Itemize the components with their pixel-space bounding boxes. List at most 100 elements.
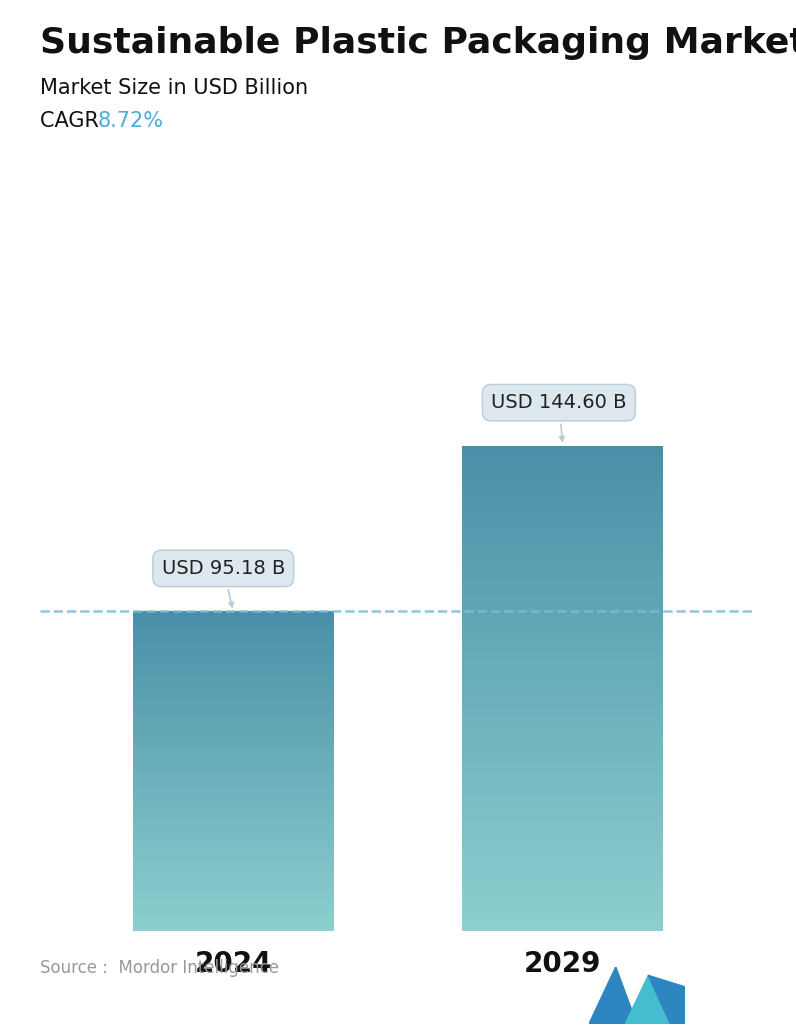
Bar (133, 895, 334, 896)
Bar (133, 765, 334, 767)
Bar (133, 855, 334, 856)
Bar (462, 696, 663, 698)
Bar (133, 913, 334, 915)
Bar (462, 821, 663, 822)
Bar (133, 732, 334, 733)
Bar (133, 898, 334, 899)
Bar (133, 724, 334, 725)
Bar (133, 648, 334, 649)
Bar (462, 703, 663, 704)
Bar (133, 702, 334, 703)
Bar (462, 808, 663, 810)
Bar (133, 872, 334, 873)
Bar (462, 589, 663, 591)
Bar (133, 687, 334, 688)
Bar (462, 541, 663, 543)
Bar (133, 700, 334, 701)
Bar (462, 566, 663, 567)
Bar (462, 555, 663, 557)
Bar (462, 753, 663, 755)
Bar (462, 721, 663, 722)
Bar (462, 572, 663, 574)
Bar (462, 492, 663, 494)
Bar (462, 848, 663, 850)
Bar (133, 923, 334, 924)
Bar (462, 685, 663, 687)
Polygon shape (648, 975, 685, 1024)
Bar (133, 892, 334, 893)
Bar (133, 757, 334, 758)
Bar (133, 798, 334, 799)
Bar (462, 500, 663, 503)
Bar (462, 575, 663, 577)
Bar (133, 746, 334, 747)
Bar (133, 659, 334, 660)
Bar (462, 596, 663, 598)
Bar (462, 554, 663, 555)
Bar (462, 748, 663, 750)
Bar (133, 638, 334, 639)
Bar (133, 812, 334, 813)
Bar (462, 888, 663, 890)
Bar (133, 646, 334, 647)
Bar (462, 811, 663, 813)
Bar (133, 769, 334, 770)
Bar (462, 640, 663, 641)
Bar (462, 621, 663, 624)
Bar (462, 630, 663, 632)
Bar (133, 652, 334, 653)
Bar (133, 877, 334, 879)
Bar (133, 894, 334, 895)
Bar (133, 737, 334, 738)
Bar (133, 614, 334, 615)
Bar (133, 849, 334, 850)
Bar (462, 914, 663, 916)
Bar (133, 645, 334, 646)
Bar (462, 929, 663, 931)
Bar (133, 630, 334, 631)
Bar (133, 882, 334, 883)
Bar (133, 837, 334, 838)
Bar (462, 882, 663, 884)
Bar (462, 804, 663, 807)
Bar (133, 714, 334, 716)
Bar (133, 871, 334, 872)
Bar (462, 620, 663, 621)
Bar (462, 825, 663, 827)
Bar (133, 787, 334, 788)
Bar (133, 832, 334, 833)
Bar (462, 533, 663, 535)
Bar (133, 908, 334, 909)
Bar (133, 686, 334, 687)
Bar (133, 709, 334, 710)
Bar (133, 788, 334, 789)
Bar (133, 803, 334, 805)
Bar (462, 861, 663, 862)
Bar (133, 922, 334, 923)
Bar (462, 506, 663, 507)
Bar (133, 889, 334, 890)
Bar (462, 730, 663, 732)
Bar (133, 690, 334, 691)
Bar (462, 709, 663, 710)
Bar (462, 699, 663, 701)
Bar (133, 698, 334, 699)
Bar (133, 721, 334, 722)
Bar (462, 870, 663, 871)
Bar (133, 809, 334, 810)
Bar (133, 835, 334, 837)
Bar (462, 610, 663, 612)
Bar (462, 650, 663, 652)
Bar (133, 862, 334, 863)
Bar (133, 683, 334, 685)
Bar (133, 820, 334, 821)
Bar (462, 528, 663, 529)
Bar (462, 480, 663, 481)
Bar (462, 521, 663, 523)
Bar (133, 866, 334, 868)
Bar (133, 842, 334, 843)
Bar (133, 857, 334, 858)
Bar (462, 856, 663, 858)
Bar (133, 887, 334, 888)
Bar (133, 625, 334, 626)
